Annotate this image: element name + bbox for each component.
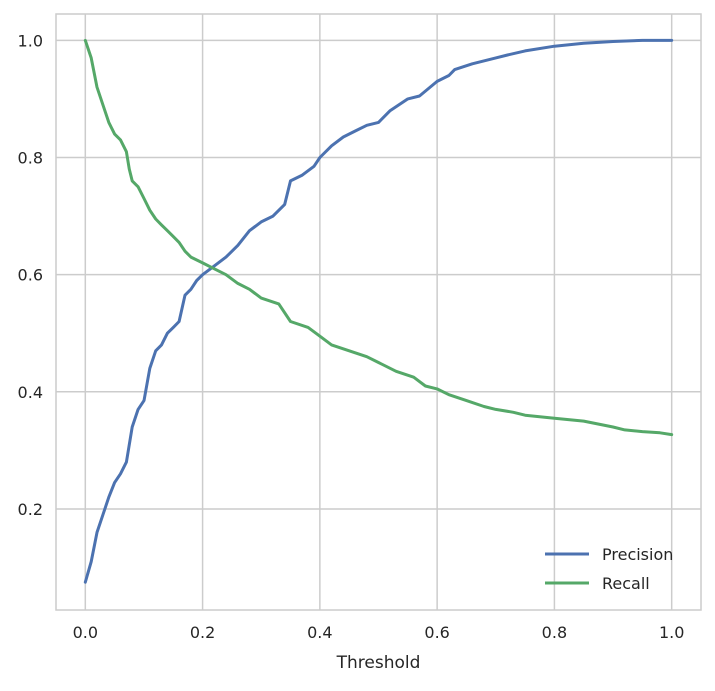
grid-layer — [56, 14, 701, 610]
y-tick-label: 0.6 — [18, 266, 43, 285]
x-tick-label: 0.2 — [190, 623, 215, 642]
legend: Precision Recall — [545, 545, 673, 593]
x-tick-label: 1.0 — [659, 623, 684, 642]
x-tick-label: 0.6 — [424, 623, 449, 642]
y-tick-label: 1.0 — [18, 31, 43, 50]
precision-series-line — [83, 38, 674, 584]
precision-legend-label: Precision — [602, 545, 673, 564]
x-tick-label: 0.0 — [73, 623, 98, 642]
plot-frame — [55, 13, 702, 611]
y-tick-label: 0.8 — [18, 149, 43, 168]
y-tick-label: 0.2 — [18, 500, 43, 519]
recall-legend-label: Recall — [602, 574, 650, 593]
tick-label-layer: 0.0 0.2 0.4 0.6 0.8 1.0 0.2 0.4 0.6 0.8 1.0 — [18, 31, 685, 642]
x-tick-label: 0.8 — [542, 623, 567, 642]
x-tick-label: 0.4 — [307, 623, 332, 642]
y-tick-label: 0.4 — [18, 383, 43, 402]
series-layer — [83, 38, 674, 584]
x-axis-label: Threshold — [336, 653, 421, 673]
recall-series-line — [83, 38, 674, 437]
